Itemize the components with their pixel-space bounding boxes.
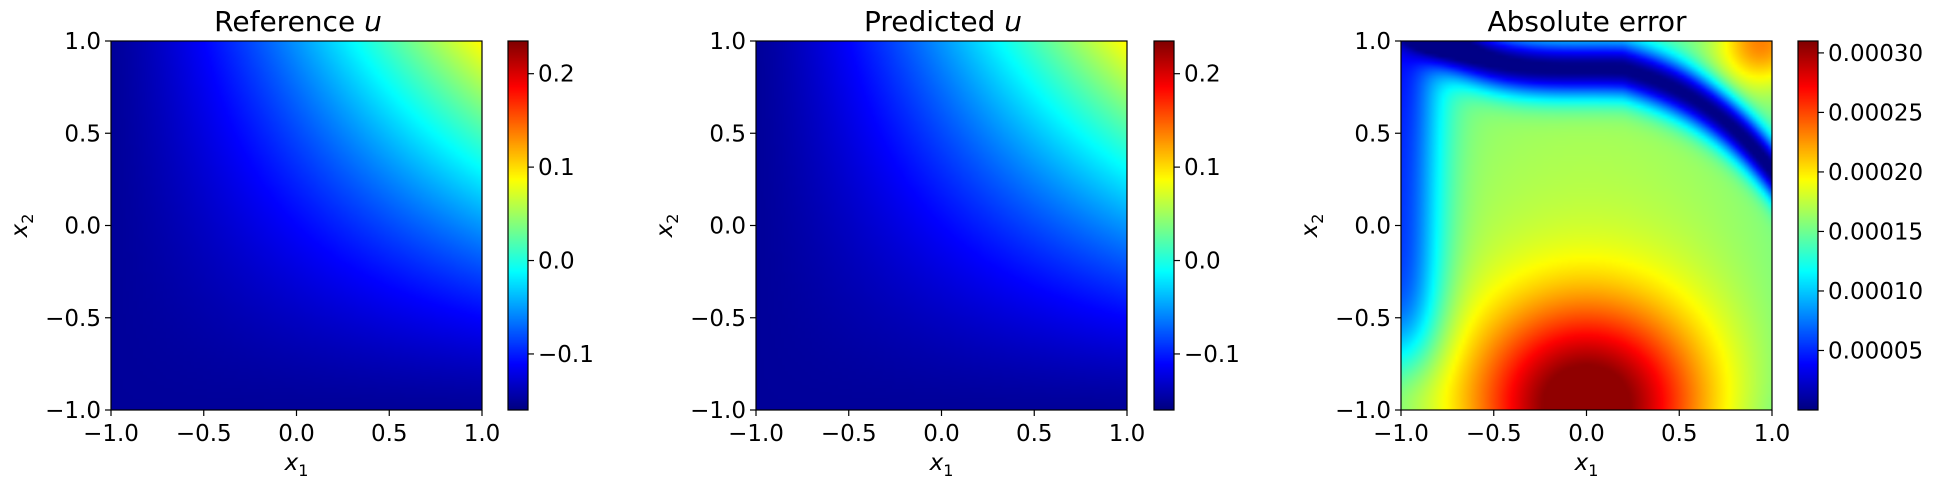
colorbar-frame: [507, 40, 529, 411]
heatmap-image: [756, 41, 1127, 410]
x-tick-label: −0.5: [821, 421, 877, 447]
heatmap-image: [111, 41, 482, 410]
y-tick-label: 1.0: [1354, 29, 1391, 55]
colorbar-frame: [1153, 40, 1175, 411]
x-tick-label: 1.0: [1754, 421, 1791, 447]
heatmap-image: [1401, 41, 1772, 410]
x-tick-label: −0.5: [1466, 421, 1522, 447]
y-tick-label: 0.0: [64, 214, 101, 240]
y-axis-label: x2: [652, 214, 682, 239]
x-tick-label: 0.0: [278, 421, 315, 447]
y-tick-label: 0.5: [64, 121, 101, 147]
colorbar-tick-label: −0.1: [1184, 342, 1240, 368]
colorbar-tick-label: 0.0: [1184, 249, 1221, 275]
chart-title: Reference u: [214, 5, 382, 38]
y-tick-label: 0.5: [709, 121, 746, 147]
x-axis-label: x1: [1574, 450, 1599, 480]
y-axis-label: x2: [1297, 214, 1327, 239]
y-tick-label: −1.0: [45, 398, 101, 424]
x-tick-label: 1.0: [1109, 421, 1146, 447]
y-tick-label: 1.0: [709, 29, 746, 55]
x-tick-label: 0.5: [1016, 421, 1053, 447]
colorbar-tick-label: 0.00005: [1828, 338, 1923, 364]
x-tick-label: 1.0: [464, 421, 501, 447]
colorbar-tick-label: 0.2: [1184, 62, 1221, 88]
y-tick-label: −0.5: [45, 306, 101, 332]
y-tick-label: 0.0: [1354, 214, 1391, 240]
y-tick-label: −0.5: [1335, 306, 1391, 332]
y-axis-label: x2: [7, 214, 37, 239]
y-tick-label: 1.0: [64, 29, 101, 55]
colorbar-tick-label: 0.1: [1184, 155, 1221, 181]
colorbar-tick-label: 0.1: [538, 155, 575, 181]
y-tick-label: −0.5: [690, 306, 746, 332]
colorbar: [1154, 41, 1174, 410]
x-tick-label: −1.0: [1373, 421, 1429, 447]
colorbar-tick-label: 0.0: [538, 249, 575, 275]
x-tick-label: −1.0: [728, 421, 784, 447]
x-axis-label: x1: [929, 450, 954, 480]
x-tick-label: −1.0: [83, 421, 139, 447]
chart-title: Predicted u: [864, 5, 1022, 38]
x-tick-label: 0.0: [923, 421, 960, 447]
heatmap-panel-2: Predicted u −1.0 −0.5 0.0 0.5 1.0 −1.0 −0.5 0.0 0…: [652, 5, 1240, 480]
colorbar: [508, 41, 528, 410]
chart-title: Absolute error: [1487, 5, 1687, 38]
colorbar-tick-label: −0.1: [538, 342, 594, 368]
colorbar-tick-label: 0.00025: [1828, 100, 1923, 126]
colorbar-tick-label: 0.00030: [1828, 41, 1923, 67]
colorbar-tick-label: 0.00020: [1828, 160, 1923, 186]
x-tick-label: −0.5: [176, 421, 232, 447]
y-tick-label: 0.5: [1354, 121, 1391, 147]
x-axis-label: x1: [284, 450, 309, 480]
x-tick-label: 0.5: [1661, 421, 1698, 447]
y-tick-label: −1.0: [690, 398, 746, 424]
x-tick-label: 0.0: [1568, 421, 1605, 447]
colorbar-frame: [1797, 40, 1819, 411]
heatmap-panel-1: Reference u −1.0 −0.5 0.0 0.5 1.0 −1.0 −0.5 0.0 0…: [7, 5, 594, 480]
colorbar-tick-label: 0.00010: [1828, 279, 1923, 305]
colorbar-tick-label: 0.00015: [1828, 219, 1923, 245]
y-tick-label: 0.0: [709, 214, 746, 240]
heatmap-panel-3: Absolute error −1.0 −0.5 0.0 0.5 1.0 −1.0 −0.5 0…: [1297, 5, 1923, 480]
x-tick-label: 0.5: [371, 421, 408, 447]
colorbar: [1798, 41, 1818, 410]
y-tick-label: −1.0: [1335, 398, 1391, 424]
colorbar-tick-label: 0.2: [538, 62, 575, 88]
